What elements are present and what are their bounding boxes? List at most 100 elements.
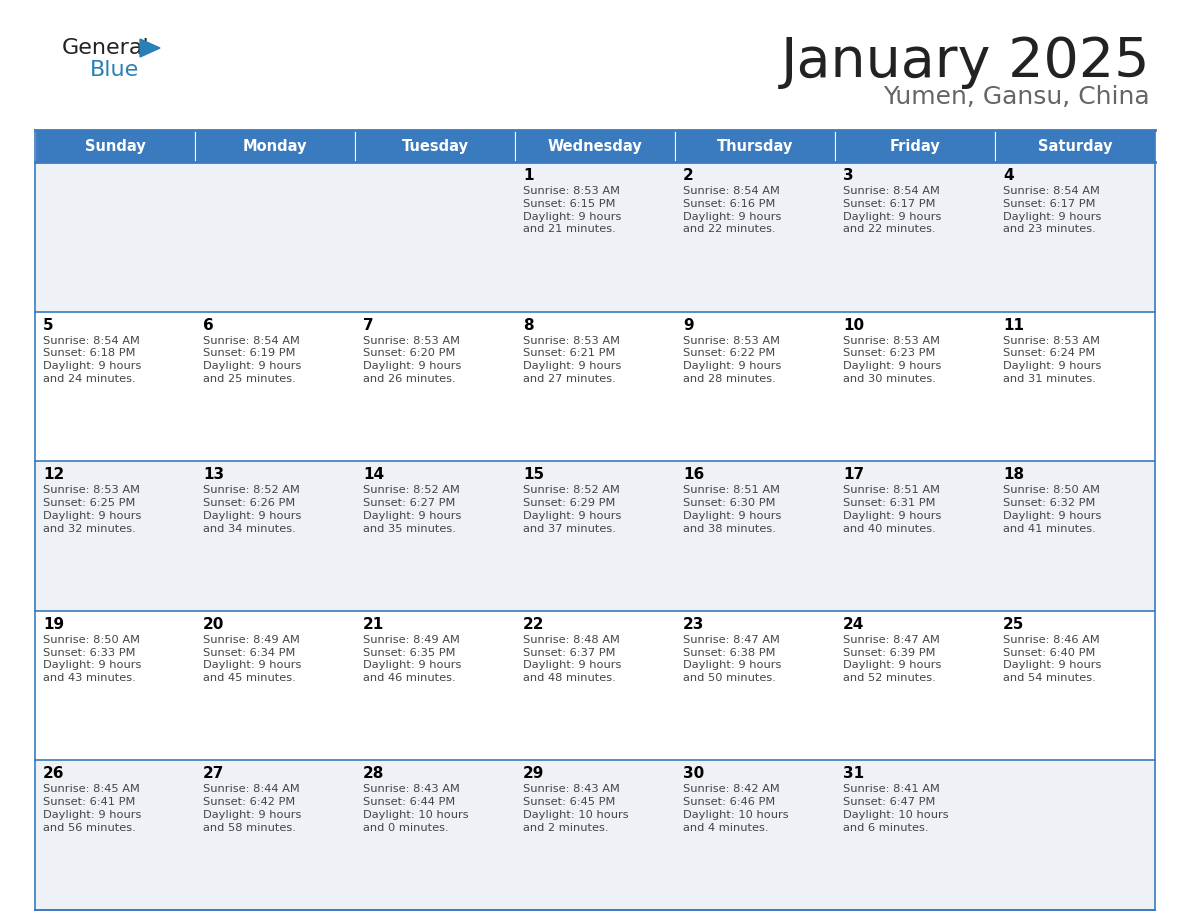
Bar [34,162,195,311]
Text: Thursday: Thursday [716,139,794,153]
Text: 26: 26 [43,767,64,781]
Text: Monday: Monday [242,139,308,153]
Bar [996,130,1155,162]
Text: Tuesday: Tuesday [402,139,468,153]
Bar [34,461,195,610]
Text: 28: 28 [364,767,385,781]
Text: Sunrise: 8:51 AM
Sunset: 6:30 PM
Daylight: 9 hours
and 38 minutes.: Sunrise: 8:51 AM Sunset: 6:30 PM Dayligh… [683,486,782,533]
Bar [996,461,1155,610]
Text: 5: 5 [43,318,53,332]
Text: 21: 21 [364,617,384,632]
Bar [34,311,195,461]
Text: 14: 14 [364,467,384,482]
Text: Sunrise: 8:47 AM
Sunset: 6:38 PM
Daylight: 9 hours
and 50 minutes.: Sunrise: 8:47 AM Sunset: 6:38 PM Dayligh… [683,635,782,683]
Text: Sunrise: 8:46 AM
Sunset: 6:40 PM
Daylight: 9 hours
and 54 minutes.: Sunrise: 8:46 AM Sunset: 6:40 PM Dayligh… [1003,635,1101,683]
Bar [516,130,675,162]
Text: 15: 15 [523,467,544,482]
Text: 13: 13 [203,467,225,482]
Text: Sunrise: 8:43 AM
Sunset: 6:45 PM
Daylight: 10 hours
and 2 minutes.: Sunrise: 8:43 AM Sunset: 6:45 PM Dayligh… [523,784,628,833]
Text: 31: 31 [843,767,864,781]
Text: 8: 8 [523,318,533,332]
Text: 6: 6 [203,318,214,332]
Text: Sunrise: 8:54 AM
Sunset: 6:18 PM
Daylight: 9 hours
and 24 minutes.: Sunrise: 8:54 AM Sunset: 6:18 PM Dayligh… [43,336,141,384]
Bar [835,461,996,610]
Text: Sunrise: 8:53 AM
Sunset: 6:22 PM
Daylight: 9 hours
and 28 minutes.: Sunrise: 8:53 AM Sunset: 6:22 PM Dayligh… [683,336,782,384]
Text: 30: 30 [683,767,704,781]
Text: 20: 20 [203,617,225,632]
Text: Sunrise: 8:41 AM
Sunset: 6:47 PM
Daylight: 10 hours
and 6 minutes.: Sunrise: 8:41 AM Sunset: 6:47 PM Dayligh… [843,784,949,833]
Bar [34,760,195,910]
Text: 23: 23 [683,617,704,632]
Text: 2: 2 [683,168,694,183]
Bar [516,311,675,461]
Bar [195,130,355,162]
Bar [355,610,516,760]
Text: Saturday: Saturday [1038,139,1112,153]
Text: 7: 7 [364,318,373,332]
Text: Sunrise: 8:49 AM
Sunset: 6:35 PM
Daylight: 9 hours
and 46 minutes.: Sunrise: 8:49 AM Sunset: 6:35 PM Dayligh… [364,635,461,683]
Bar [195,311,355,461]
Text: 24: 24 [843,617,865,632]
Bar [835,311,996,461]
Bar [835,130,996,162]
Text: Sunrise: 8:43 AM
Sunset: 6:44 PM
Daylight: 10 hours
and 0 minutes.: Sunrise: 8:43 AM Sunset: 6:44 PM Dayligh… [364,784,468,833]
Bar [675,461,835,610]
Text: 25: 25 [1003,617,1024,632]
Text: Sunrise: 8:52 AM
Sunset: 6:29 PM
Daylight: 9 hours
and 37 minutes.: Sunrise: 8:52 AM Sunset: 6:29 PM Dayligh… [523,486,621,533]
Text: 9: 9 [683,318,694,332]
Bar [675,130,835,162]
Bar [835,162,996,311]
Text: 27: 27 [203,767,225,781]
Text: Sunrise: 8:50 AM
Sunset: 6:32 PM
Daylight: 9 hours
and 41 minutes.: Sunrise: 8:50 AM Sunset: 6:32 PM Dayligh… [1003,486,1101,533]
Bar [195,610,355,760]
Bar [195,162,355,311]
Bar [996,760,1155,910]
Bar [516,610,675,760]
Text: 17: 17 [843,467,864,482]
Bar [355,162,516,311]
Text: Sunrise: 8:45 AM
Sunset: 6:41 PM
Daylight: 9 hours
and 56 minutes.: Sunrise: 8:45 AM Sunset: 6:41 PM Dayligh… [43,784,141,833]
Bar [835,760,996,910]
Text: 1: 1 [523,168,533,183]
Text: 12: 12 [43,467,64,482]
Text: 22: 22 [523,617,544,632]
Text: Yumen, Gansu, China: Yumen, Gansu, China [884,85,1150,109]
Bar [675,311,835,461]
Bar [516,461,675,610]
Bar [996,610,1155,760]
Text: 18: 18 [1003,467,1024,482]
Text: Friday: Friday [890,139,941,153]
Bar [355,130,516,162]
Text: Sunrise: 8:53 AM
Sunset: 6:21 PM
Daylight: 9 hours
and 27 minutes.: Sunrise: 8:53 AM Sunset: 6:21 PM Dayligh… [523,336,621,384]
Bar [195,760,355,910]
Bar [996,162,1155,311]
Text: Sunrise: 8:53 AM
Sunset: 6:15 PM
Daylight: 9 hours
and 21 minutes.: Sunrise: 8:53 AM Sunset: 6:15 PM Dayligh… [523,186,621,234]
Bar [835,610,996,760]
Text: 11: 11 [1003,318,1024,332]
Bar [355,461,516,610]
Bar [675,760,835,910]
Bar [516,760,675,910]
Bar [516,162,675,311]
Text: 19: 19 [43,617,64,632]
Text: Sunrise: 8:54 AM
Sunset: 6:19 PM
Daylight: 9 hours
and 25 minutes.: Sunrise: 8:54 AM Sunset: 6:19 PM Dayligh… [203,336,302,384]
Text: Sunrise: 8:53 AM
Sunset: 6:25 PM
Daylight: 9 hours
and 32 minutes.: Sunrise: 8:53 AM Sunset: 6:25 PM Dayligh… [43,486,141,533]
Text: Sunrise: 8:52 AM
Sunset: 6:27 PM
Daylight: 9 hours
and 35 minutes.: Sunrise: 8:52 AM Sunset: 6:27 PM Dayligh… [364,486,461,533]
Text: Sunrise: 8:54 AM
Sunset: 6:17 PM
Daylight: 9 hours
and 23 minutes.: Sunrise: 8:54 AM Sunset: 6:17 PM Dayligh… [1003,186,1101,234]
Text: Sunrise: 8:49 AM
Sunset: 6:34 PM
Daylight: 9 hours
and 45 minutes.: Sunrise: 8:49 AM Sunset: 6:34 PM Dayligh… [203,635,302,683]
Bar [355,760,516,910]
Text: January 2025: January 2025 [781,35,1150,89]
Bar [675,162,835,311]
Text: General: General [62,38,150,58]
Text: Sunrise: 8:50 AM
Sunset: 6:33 PM
Daylight: 9 hours
and 43 minutes.: Sunrise: 8:50 AM Sunset: 6:33 PM Dayligh… [43,635,141,683]
Bar [34,130,195,162]
Text: Blue: Blue [90,60,139,80]
Text: Sunrise: 8:54 AM
Sunset: 6:16 PM
Daylight: 9 hours
and 22 minutes.: Sunrise: 8:54 AM Sunset: 6:16 PM Dayligh… [683,186,782,234]
Polygon shape [140,39,160,57]
Text: Sunrise: 8:53 AM
Sunset: 6:24 PM
Daylight: 9 hours
and 31 minutes.: Sunrise: 8:53 AM Sunset: 6:24 PM Dayligh… [1003,336,1101,384]
Bar [195,461,355,610]
Text: 10: 10 [843,318,864,332]
Text: Wednesday: Wednesday [548,139,643,153]
Text: Sunrise: 8:42 AM
Sunset: 6:46 PM
Daylight: 10 hours
and 4 minutes.: Sunrise: 8:42 AM Sunset: 6:46 PM Dayligh… [683,784,789,833]
Text: 4: 4 [1003,168,1013,183]
